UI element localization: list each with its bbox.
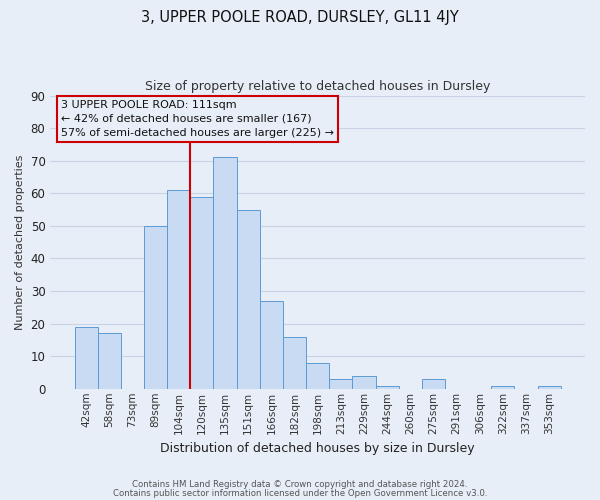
Bar [260, 301, 283, 389]
Text: 3, UPPER POOLE ROAD, DURSLEY, GL11 4JY: 3, UPPER POOLE ROAD, DURSLEY, GL11 4JY [141, 10, 459, 25]
Bar [214, 158, 236, 389]
Bar [422, 379, 445, 389]
Bar [236, 210, 260, 389]
Y-axis label: Number of detached properties: Number of detached properties [15, 154, 25, 330]
Bar [538, 386, 560, 389]
Bar [74, 327, 98, 389]
Bar [329, 379, 352, 389]
Title: Size of property relative to detached houses in Dursley: Size of property relative to detached ho… [145, 80, 490, 93]
Bar [144, 226, 167, 389]
Bar [190, 196, 214, 389]
Bar [98, 334, 121, 389]
Bar [491, 386, 514, 389]
Bar [376, 386, 398, 389]
X-axis label: Distribution of detached houses by size in Dursley: Distribution of detached houses by size … [160, 442, 475, 455]
Text: 3 UPPER POOLE ROAD: 111sqm
← 42% of detached houses are smaller (167)
57% of sem: 3 UPPER POOLE ROAD: 111sqm ← 42% of deta… [61, 100, 334, 138]
Bar [352, 376, 376, 389]
Text: Contains public sector information licensed under the Open Government Licence v3: Contains public sector information licen… [113, 490, 487, 498]
Text: Contains HM Land Registry data © Crown copyright and database right 2024.: Contains HM Land Registry data © Crown c… [132, 480, 468, 489]
Bar [306, 362, 329, 389]
Bar [167, 190, 190, 389]
Bar [283, 336, 306, 389]
